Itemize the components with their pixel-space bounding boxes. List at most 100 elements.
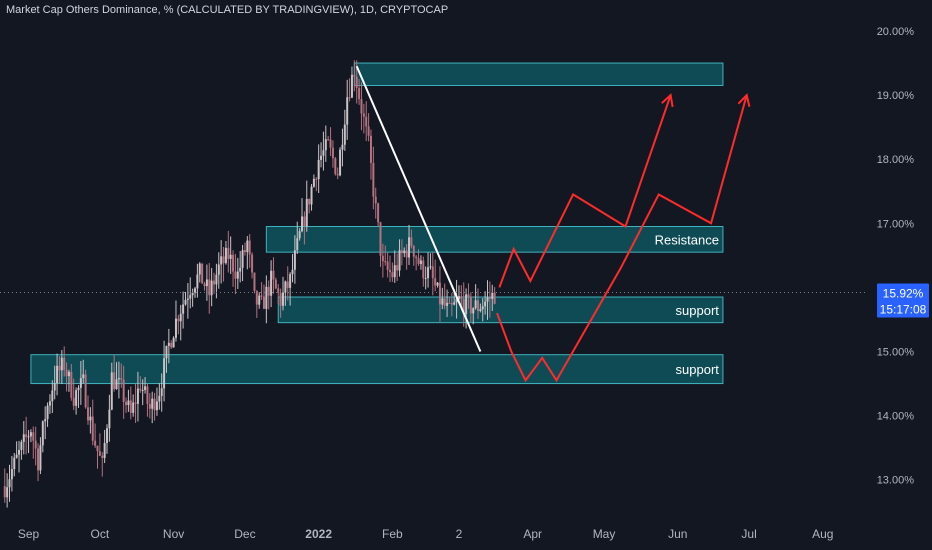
candle-body [424,278,427,280]
candle-body [79,378,82,388]
candle-body [274,279,277,289]
candle-body [339,149,342,176]
candle-body [327,139,330,141]
candle-body [41,421,44,446]
projection-arrowhead [737,93,751,108]
candle-body [155,401,158,411]
x-tick-label: Dec [234,527,255,541]
candle-body [177,318,180,322]
candle-body [460,296,463,299]
candle-body [384,261,387,263]
x-tick-label: Sep [18,527,40,541]
x-tick-label: Apr [523,527,542,541]
candle-body [377,203,380,223]
candle-body [296,238,299,251]
candle-body [491,292,494,299]
candle-body [232,254,235,272]
zone-box [277,296,724,324]
x-tick-label: Feb [382,527,403,541]
candle-body [293,250,296,270]
candle-body [129,400,132,413]
candle-body [205,279,208,287]
candle-body [479,309,482,311]
zone-label-support: support [676,362,720,377]
candle-body [63,357,66,370]
candle-body [234,271,237,279]
x-tick-label: Nov [163,527,184,541]
candle-body [160,388,163,396]
candle-body [353,74,356,77]
candle-body [403,250,406,254]
candle-body [110,372,113,410]
candle-body [281,292,284,306]
candle-body [203,283,206,287]
candle-body [429,266,432,268]
candle-body [367,126,370,136]
candle-body [465,294,468,315]
candle-body [236,271,239,279]
x-tick-label: Aug [812,527,833,541]
candle-body [103,442,106,458]
candle-body [213,280,216,285]
y-tick-label: 19.00% [877,90,915,102]
candle-body [198,263,201,275]
candle-body [362,113,365,117]
candle-body [113,372,116,390]
candle-body [408,237,411,258]
candle-body [75,390,78,406]
candle-body [220,256,223,265]
candle-body [117,378,120,380]
candle-body [443,298,446,306]
candle-body [217,264,220,275]
candle-body [457,296,460,299]
candle-body [365,116,368,127]
zone-label-support: support [676,303,720,318]
candle-body [412,245,415,257]
candle-body [51,390,54,402]
candle-body [329,139,332,148]
candle-body [455,298,458,303]
candle-body [215,274,218,285]
zone-box [353,62,724,86]
candle-body [360,99,363,114]
projection-path [496,94,748,383]
candle-body [448,302,451,304]
candle-body [94,440,97,446]
candle-body [422,260,425,279]
candle-body [336,174,339,176]
candle-body [53,383,56,391]
candle-body [322,150,325,156]
candle-body [15,454,18,458]
candle-body [136,388,139,404]
candle-body [29,432,32,437]
zone-box [265,226,724,253]
candle-body [241,250,244,268]
candle-body [398,250,401,271]
candle-body [84,374,87,408]
candle-body [381,255,384,262]
candle-body [132,402,135,413]
candle-body [58,365,61,371]
candle-body [18,449,21,455]
candle-body [446,302,449,306]
candle-body [108,409,111,429]
candle-body [289,274,292,288]
candle-body [27,436,30,438]
candle-body [172,337,175,348]
candle-body [82,374,85,379]
candle-body [310,186,313,205]
candle-body [419,260,422,264]
candle-body [258,295,261,305]
candle-body [284,281,287,293]
candle-body [493,292,496,304]
candle-body [148,403,151,409]
zone-label-resistance: Resistance [655,232,719,247]
x-tick-label: Jul [741,527,756,541]
candle-body [415,256,418,259]
candle-body [6,487,9,498]
candle-body [34,440,37,449]
candle-body [22,434,25,443]
candle-body [115,379,118,390]
